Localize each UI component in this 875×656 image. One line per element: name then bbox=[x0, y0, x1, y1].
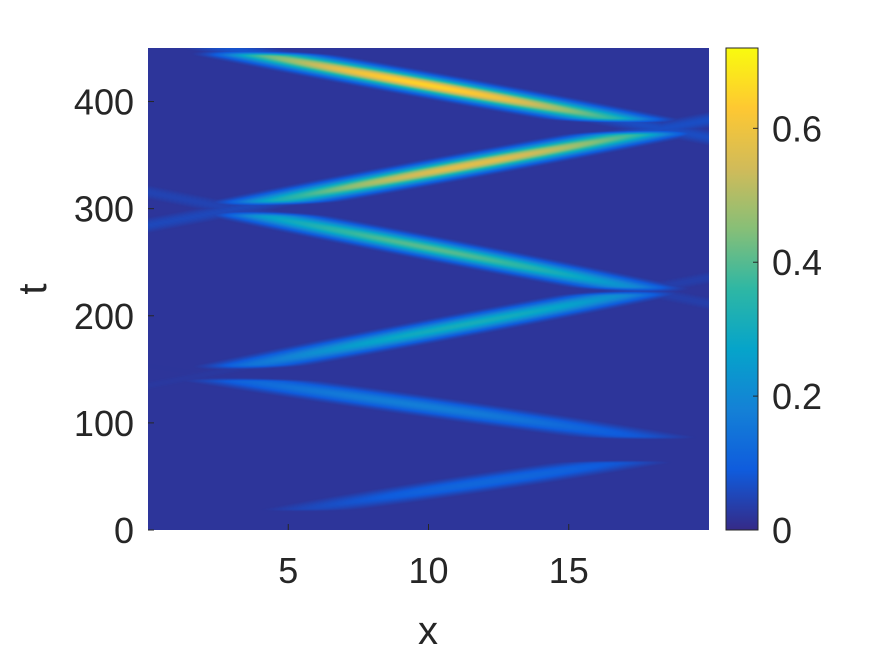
x-tick-label: 10 bbox=[408, 550, 448, 591]
colorbar-tick-label: 0.2 bbox=[772, 376, 822, 417]
colorbar: 0 0.2 0.4 0.6 bbox=[725, 47, 822, 551]
y-axis-label: t bbox=[11, 283, 55, 294]
y-tick-label: 0 bbox=[114, 510, 134, 551]
heatmap-image bbox=[148, 48, 709, 530]
colorbar-tick-label: 0.4 bbox=[772, 242, 822, 283]
x-axis-label: x bbox=[418, 609, 438, 653]
colorbar-tick-label: 0.6 bbox=[772, 108, 822, 149]
x-axis-ticks: 5 10 15 bbox=[278, 524, 589, 591]
colorbar-tick-label: 0 bbox=[772, 510, 792, 551]
colorbar-gradient bbox=[725, 47, 759, 531]
y-tick-label: 400 bbox=[74, 82, 134, 123]
y-axis-ticks: 0 100 200 300 400 bbox=[74, 82, 154, 551]
x-tick-label: 5 bbox=[278, 550, 298, 591]
colorbar-ticks: 0 0.2 0.4 0.6 bbox=[753, 108, 822, 551]
y-tick-label: 100 bbox=[74, 403, 134, 444]
plot-area bbox=[148, 48, 709, 530]
x-tick-label: 15 bbox=[549, 550, 589, 591]
y-tick-label: 300 bbox=[74, 189, 134, 230]
y-tick-label: 200 bbox=[74, 296, 134, 337]
